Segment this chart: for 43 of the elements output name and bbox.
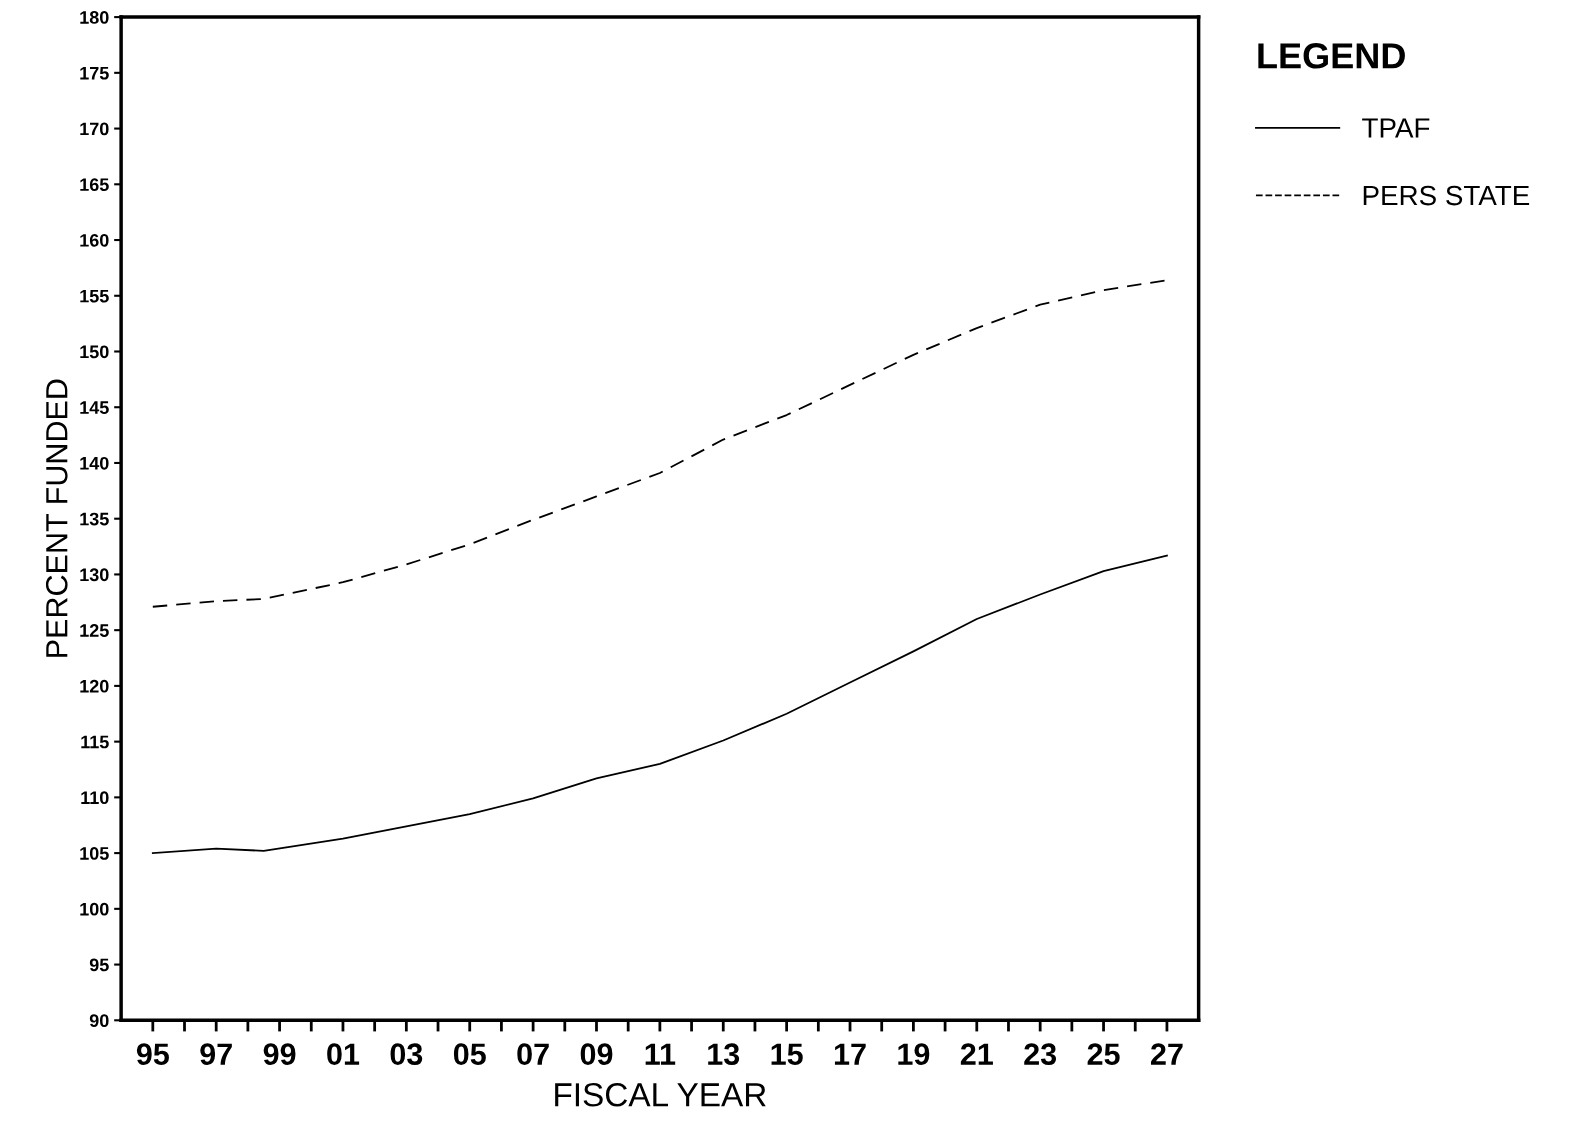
y-tick-label: 115 xyxy=(81,735,109,749)
y-tick-label: 100 xyxy=(80,902,109,916)
legend-title: LEGEND xyxy=(1258,43,1405,69)
x-tick-label: 13 xyxy=(708,1043,740,1066)
y-tick-label: 135 xyxy=(80,512,109,526)
legend-label: PERS STATE xyxy=(1363,185,1530,206)
y-tick-label: 110 xyxy=(81,791,109,805)
y-tick-label: 165 xyxy=(80,178,109,192)
y-tick-label: 125 xyxy=(80,624,109,637)
y-tick-label: 150 xyxy=(80,345,109,359)
y-tick-label: 105 xyxy=(80,847,109,860)
x-tick-label: 95 xyxy=(136,1043,169,1065)
y-tick-label: 160 xyxy=(80,233,109,247)
x-tick-label: 23 xyxy=(1024,1043,1057,1066)
x-tick-label: 09 xyxy=(580,1043,613,1065)
x-tick-label: 11 xyxy=(645,1043,676,1065)
line-series xyxy=(151,554,1168,855)
y-tick-label: 145 xyxy=(80,401,109,414)
x-tick-label: 03 xyxy=(390,1043,423,1066)
x-tick-label: 15 xyxy=(771,1043,803,1065)
x-tick-label: 27 xyxy=(1151,1043,1183,1065)
y-tick-label: 140 xyxy=(80,456,109,470)
line-series xyxy=(151,279,1168,608)
y-tick-label: 90 xyxy=(89,1014,109,1028)
y-axis-title: PERCENT FUNDED xyxy=(45,379,68,657)
y-tick-label: 95 xyxy=(89,958,109,972)
x-tick-label: 97 xyxy=(200,1043,232,1065)
y-tick-label: 155 xyxy=(80,289,109,303)
x-tick-label: 01 xyxy=(327,1043,360,1065)
x-tick-label: 19 xyxy=(898,1043,930,1065)
y-tick-label: 130 xyxy=(80,568,109,582)
legend-label: TPAF xyxy=(1362,118,1430,138)
x-tick-label: 21 xyxy=(960,1043,993,1065)
x-tick-label: 25 xyxy=(1087,1043,1120,1065)
y-tick-label: 120 xyxy=(80,679,109,693)
y-tick-label: 170 xyxy=(80,122,109,136)
y-tick-label: 175 xyxy=(80,66,109,80)
y-tick-label: 180 xyxy=(80,11,109,24)
x-tick-label: 07 xyxy=(517,1043,549,1065)
x-tick-label: 99 xyxy=(263,1043,296,1065)
x-tick-label: 05 xyxy=(453,1043,486,1065)
x-tick-label: 17 xyxy=(834,1043,866,1065)
x-axis-title: FISCAL YEAR xyxy=(555,1083,766,1107)
